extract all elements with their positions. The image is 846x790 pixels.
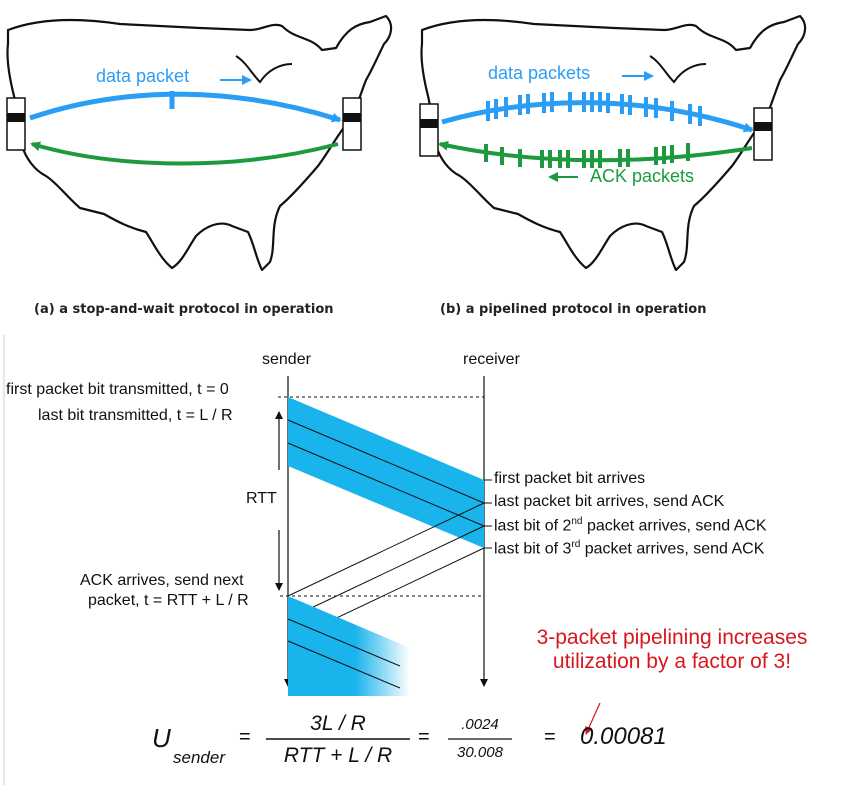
utilization-subscript: sender [173,748,225,767]
data-packet-label: data packet [96,66,190,86]
utilization-symbol: U [152,723,171,753]
first-bit-arrives-label: first packet bit arrives [494,470,646,487]
data-packets-label: data packets [488,63,591,83]
second-packet-post: packet arrives, send ACK [582,517,767,535]
caption-b: (b) a pipelined protocol in operation [440,302,706,317]
ack-arrow-right [438,140,753,163]
equals-sign-2: = [418,726,430,748]
map-usa-left [6,14,393,272]
ack-packet-ticks [484,143,690,168]
second-packet-pre: last bit of 2 [494,517,572,535]
receiver-label: receiver [463,351,520,368]
equals-sign-3: = [544,726,556,748]
next-packet-boundaries [287,618,401,689]
pipelining-note: 3-packet pipelining increases utilizatio… [502,626,842,674]
equals-sign-1: = [239,726,251,748]
caption-a: (a) a stop-and-wait protocol in operatio… [34,302,334,317]
ack-line-1 [287,502,485,597]
third-packet-label: last bit of 3rd packet arrives, send ACK [494,539,764,558]
ack-arrow-left [30,141,339,166]
note-arrow [585,702,601,735]
packet-band [288,397,484,548]
packet-boundaries [287,419,485,527]
ack-arrives-line2: packet, t = RTT + L / R [88,592,249,609]
fraction-denominator: RTT + L / R [283,744,393,767]
last-bit-arrives-label: last packet bit arrives, send ACK [494,493,725,510]
caption-b-letter: (b) [440,302,462,317]
right-label-ticks [484,479,492,549]
data-arrow-right [441,100,754,133]
caption-a-letter: (a) [34,302,55,317]
utilization-result: 0.00081 [580,723,667,750]
data-packet-ticks [486,92,702,126]
small-denominator: 30.008 [457,744,503,761]
first-bit-tx-label: first packet bit transmitted, t = 0 [6,381,229,398]
pipelining-note-line1: 3-packet pipelining increases [536,626,808,649]
data-arrow-left [29,91,342,123]
rtt-label: RTT [246,490,277,507]
receiver-host-right [753,107,773,161]
map-usa-right [420,14,807,272]
fraction-numerator: 3L / R [310,712,366,735]
next-packet-band [288,596,410,696]
caption-b-text: a pipelined protocol in operation [465,302,707,317]
ack-packets-label: ACK packets [590,166,695,186]
small-numerator: .0024 [461,716,499,733]
ack-arrives-line1: ACK arrives, send next [80,572,244,589]
sender-host-right [419,103,439,157]
third-packet-post: packet arrives, send ACK [580,540,765,558]
ack-line-2 [287,525,485,620]
second-packet-label: last bit of 2nd packet arrives, send ACK [494,516,767,535]
second-packet-sup: nd [571,516,583,527]
sender-label: sender [262,351,311,368]
third-packet-pre: last bit of 3 [494,540,572,558]
caption-a-text: a stop-and-wait protocol in operation [59,302,334,317]
last-bit-tx-label: last bit transmitted, t = L / R [38,407,233,424]
pipelining-note-line2: utilization by a factor of 3! [552,650,792,673]
third-packet-sup: rd [571,539,581,550]
receiver-host-left [342,97,362,151]
sender-host-left [6,97,26,151]
